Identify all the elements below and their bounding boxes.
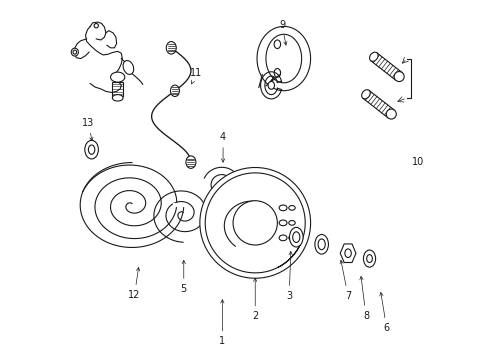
Ellipse shape [94,23,98,28]
Polygon shape [370,53,402,81]
Ellipse shape [363,250,375,267]
Ellipse shape [314,234,328,254]
Text: 11: 11 [190,68,202,84]
Ellipse shape [317,239,325,249]
Ellipse shape [112,95,123,101]
Ellipse shape [166,41,176,54]
Text: 13: 13 [82,118,94,141]
Ellipse shape [279,220,286,226]
Ellipse shape [393,72,403,82]
Ellipse shape [361,90,369,99]
Text: 7: 7 [339,260,350,301]
Text: 9: 9 [278,19,286,45]
Ellipse shape [71,48,78,56]
Polygon shape [362,90,393,118]
Ellipse shape [123,60,133,75]
Text: 12: 12 [128,267,141,300]
Ellipse shape [279,235,286,241]
Text: 10: 10 [411,157,423,167]
Ellipse shape [369,52,377,61]
Ellipse shape [344,249,350,257]
Text: 8: 8 [359,276,368,321]
Text: 4: 4 [220,132,225,162]
Ellipse shape [274,68,280,77]
Text: 3: 3 [285,251,292,301]
Ellipse shape [73,50,77,54]
Polygon shape [340,244,355,262]
Ellipse shape [289,227,303,247]
Polygon shape [112,82,123,96]
Text: 5: 5 [180,260,186,294]
Ellipse shape [288,206,295,210]
Ellipse shape [288,221,295,225]
Ellipse shape [288,235,295,240]
Circle shape [200,167,310,278]
Text: 2: 2 [252,278,258,321]
Ellipse shape [88,145,95,154]
Ellipse shape [386,109,395,119]
Ellipse shape [279,205,286,211]
Ellipse shape [366,255,372,262]
Ellipse shape [292,232,299,243]
Ellipse shape [267,81,274,89]
Text: 6: 6 [379,292,389,333]
Ellipse shape [274,40,280,49]
Ellipse shape [185,156,196,168]
Text: 1: 1 [219,300,225,346]
Ellipse shape [170,85,179,96]
Circle shape [233,201,277,245]
Ellipse shape [84,140,98,159]
Ellipse shape [110,72,124,82]
